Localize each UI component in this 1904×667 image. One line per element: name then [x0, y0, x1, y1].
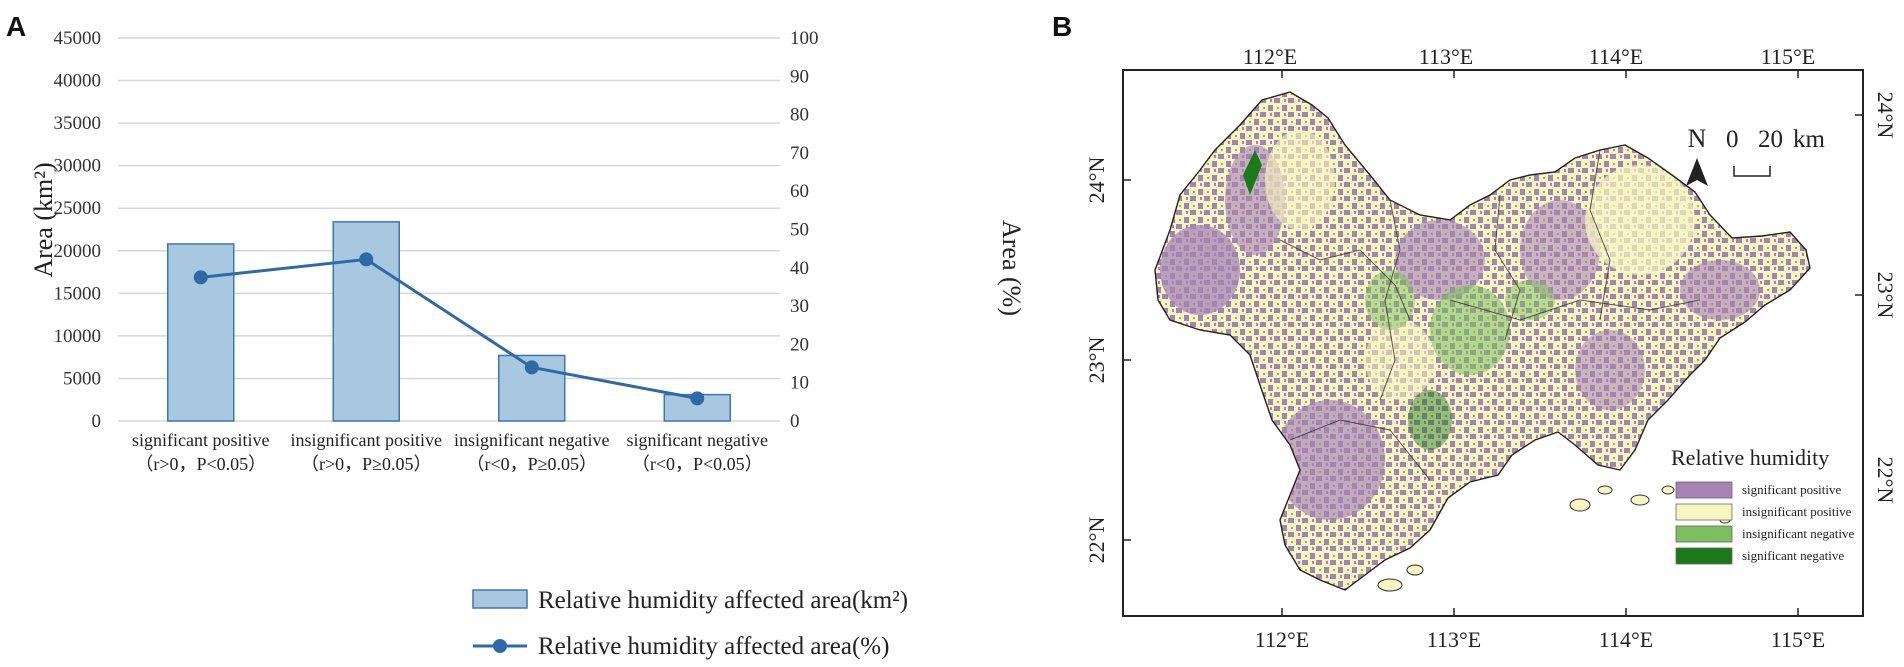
- panel-a-label: A: [6, 11, 26, 42]
- lon-bottom-113: 113°E: [1427, 627, 1481, 652]
- scale-value: 20: [1758, 126, 1783, 153]
- lat-left-22: 22°N: [1084, 517, 1109, 564]
- lon-top-114: 114°E: [1589, 44, 1643, 69]
- line-point-2: [524, 360, 539, 375]
- legend-bar-swatch: [472, 589, 528, 609]
- map-bottom-longitude-labels: 112°E 113°E 114°E 115°E: [1255, 627, 1825, 652]
- line-point-3: [690, 391, 705, 406]
- lon-top-113: 113°E: [1419, 44, 1473, 69]
- legend-line-label: Relative humidity affected area(%): [538, 633, 889, 660]
- scale-bar: 0 20 km: [1726, 126, 1826, 177]
- right-tick-label: 60: [790, 181, 809, 202]
- left-tick-label: 35000: [54, 113, 102, 134]
- lat-right-22: 22°N: [1873, 457, 1898, 504]
- left-tick-label: 45000: [54, 28, 102, 49]
- right-tick-label: 10: [790, 373, 809, 394]
- left-tick-label: 15000: [54, 283, 102, 304]
- right-tick-label: 50: [790, 220, 809, 241]
- legend-bar-label: Relative humidity affected area(km²): [538, 587, 908, 614]
- lon-top-115: 115°E: [1761, 44, 1815, 69]
- category-labels: significant positive （r>0，P<0.05） insignif…: [132, 430, 768, 474]
- legend-swatch-0: [1675, 481, 1733, 499]
- left-axis-ticks: 0 5000 10000 15000 20000 25000 30000 35000 40000…: [54, 28, 102, 432]
- legend-swatch-2: [1675, 525, 1733, 543]
- lat-left-24: 24°N: [1084, 157, 1109, 204]
- lon-bottom-112: 112°E: [1255, 627, 1309, 652]
- lon-top-112: 112°E: [1243, 44, 1297, 69]
- north-label: N: [1688, 124, 1707, 153]
- category-label-2: insignificant negative: [454, 430, 609, 450]
- legend-label-0: significant positive: [1742, 482, 1842, 497]
- right-tick-label: 0: [790, 411, 800, 432]
- legend-line-marker: [493, 639, 507, 653]
- left-tick-label: 30000: [54, 156, 102, 177]
- legend-swatch-1: [1675, 503, 1733, 521]
- right-tick-label: 100: [790, 28, 819, 49]
- category-condition-3: （r<0，P<0.05）: [632, 454, 763, 474]
- left-tick-label: 0: [92, 411, 102, 432]
- series-line: [200, 257, 698, 400]
- left-tick-label: 40000: [54, 71, 102, 92]
- map-legend-title: Relative humidity: [1671, 445, 1829, 470]
- left-tick-label: 5000: [63, 368, 101, 389]
- line-point-0: [193, 270, 208, 285]
- line-point-1: [359, 252, 374, 267]
- category-label-3: significant negative: [627, 430, 768, 450]
- north-arrow: N: [1686, 124, 1708, 186]
- bar-3: [663, 393, 731, 422]
- left-tick-label: 20000: [54, 241, 102, 262]
- line-series: [193, 252, 705, 406]
- chart-legend: Relative humidity affected area(km²) Rel…: [472, 587, 908, 660]
- left-tick-label: 25000: [54, 198, 102, 219]
- north-arrow-icon: [1686, 158, 1708, 186]
- right-tick-label: 40: [790, 258, 809, 279]
- lat-right-23: 23°N: [1873, 272, 1898, 319]
- panel-b-label: B: [1052, 11, 1072, 42]
- scale-zero: 0: [1726, 126, 1739, 153]
- map-ticks: [1123, 70, 1863, 616]
- right-tick-label: 80: [790, 105, 809, 126]
- right-tick-label: 90: [790, 66, 809, 87]
- map-top-longitude-labels: 112°E 113°E 114°E 115°E: [1243, 44, 1815, 69]
- left-axis-title: Area (km²): [29, 162, 58, 277]
- legend-swatch-3: [1675, 547, 1733, 565]
- bar-series: [167, 221, 731, 422]
- lat-left-23: 23°N: [1084, 337, 1109, 384]
- legend-label-3: significant negative: [1742, 548, 1844, 563]
- scale-unit: km: [1793, 126, 1826, 153]
- map-right-latitude-labels: 24°N 23°N 22°N: [1873, 92, 1898, 504]
- right-axis-title: Area (%): [997, 220, 1026, 316]
- category-label-1: insignificant positive: [291, 430, 442, 450]
- lon-bottom-115: 115°E: [1771, 627, 1825, 652]
- legend-label-2: insignificant negative: [1742, 526, 1855, 541]
- study-area-outline: [1154, 91, 1811, 591]
- lon-bottom-114: 114°E: [1599, 627, 1653, 652]
- map-left-latitude-labels: 24°N 23°N 22°N: [1084, 157, 1109, 564]
- right-tick-label: 30: [790, 296, 809, 317]
- category-label-0: significant positive: [132, 430, 269, 450]
- bar-1: [332, 221, 400, 422]
- map-legend: Relative humidity significant positive in…: [1671, 445, 1855, 565]
- right-axis-ticks: 0 10 20 30 40 50 60 70 80 90 100: [790, 28, 819, 432]
- category-condition-2: （r<0，P≥0.05）: [466, 454, 597, 474]
- right-tick-label: 70: [790, 143, 809, 164]
- lat-right-24: 24°N: [1873, 92, 1898, 139]
- left-tick-label: 10000: [54, 326, 102, 347]
- right-tick-label: 20: [790, 334, 809, 355]
- category-condition-1: （r>0，P≥0.05）: [301, 454, 432, 474]
- category-condition-0: （r>0，P<0.05）: [135, 454, 266, 474]
- legend-label-1: insignificant positive: [1742, 504, 1852, 519]
